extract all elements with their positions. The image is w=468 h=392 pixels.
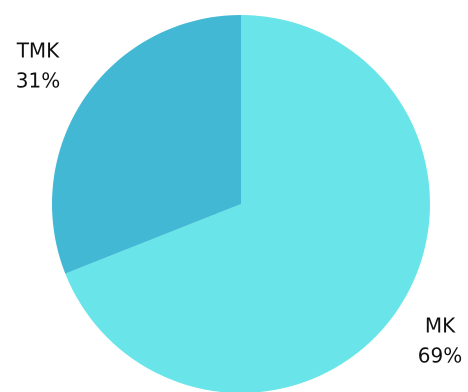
pie-slice bbox=[65, 15, 430, 392]
slice-category-label: MK bbox=[425, 314, 456, 338]
slice-value-label: 31% bbox=[16, 69, 60, 93]
pie-slice bbox=[52, 15, 241, 274]
slice-category-label: TMK bbox=[16, 39, 60, 63]
slice-value-label: 69% bbox=[418, 344, 462, 368]
